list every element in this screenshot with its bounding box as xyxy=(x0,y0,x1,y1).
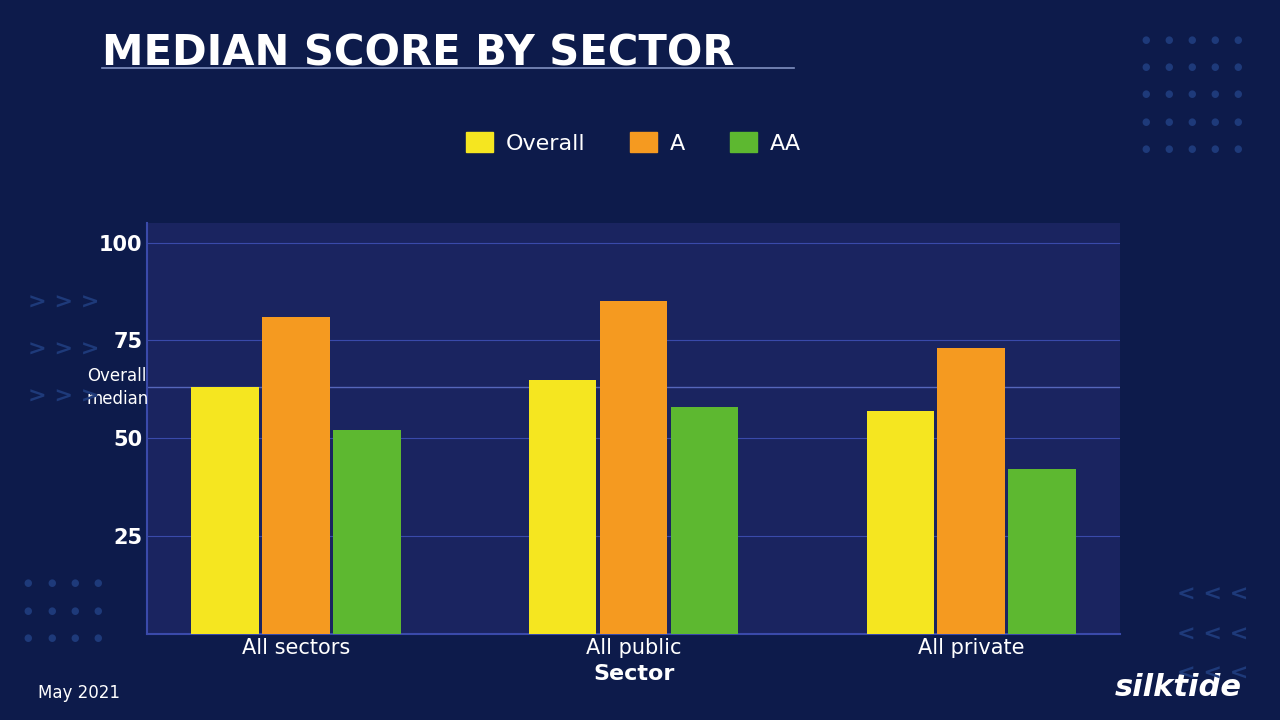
Text: ●: ● xyxy=(1188,89,1196,99)
Text: ●: ● xyxy=(1188,117,1196,127)
Bar xyxy=(529,379,596,634)
Text: ●: ● xyxy=(1165,144,1172,154)
Text: ●: ● xyxy=(47,633,55,643)
Text: ●: ● xyxy=(1211,35,1219,45)
Text: ●: ● xyxy=(1142,62,1149,72)
Text: ●: ● xyxy=(1234,89,1242,99)
X-axis label: Sector: Sector xyxy=(593,664,675,684)
Text: > > >: > > > xyxy=(28,339,100,359)
Bar xyxy=(600,302,667,634)
Text: ●: ● xyxy=(93,578,101,588)
Text: ●: ● xyxy=(1165,89,1172,99)
Text: ●: ● xyxy=(1165,62,1172,72)
Bar xyxy=(937,348,1005,634)
Legend: Overall, A, AA: Overall, A, AA xyxy=(457,124,810,163)
Text: < < <: < < < xyxy=(1176,584,1248,604)
Text: > > >: > > > xyxy=(28,386,100,406)
Text: MEDIAN SCORE BY SECTOR: MEDIAN SCORE BY SECTOR xyxy=(102,32,735,74)
Bar xyxy=(867,411,934,634)
Text: ●: ● xyxy=(70,578,78,588)
Bar xyxy=(192,387,259,634)
Text: ●: ● xyxy=(1188,144,1196,154)
Text: ●: ● xyxy=(1234,144,1242,154)
Text: ●: ● xyxy=(1188,35,1196,45)
Text: ●: ● xyxy=(1211,144,1219,154)
Text: ●: ● xyxy=(24,633,32,643)
Text: > > >: > > > xyxy=(28,292,100,312)
Text: ●: ● xyxy=(24,578,32,588)
Text: ●: ● xyxy=(1188,62,1196,72)
Text: ●: ● xyxy=(1165,117,1172,127)
Text: ●: ● xyxy=(1211,62,1219,72)
Text: ●: ● xyxy=(1211,89,1219,99)
Text: ●: ● xyxy=(1142,35,1149,45)
Text: ●: ● xyxy=(93,633,101,643)
Text: ●: ● xyxy=(1165,35,1172,45)
Text: ●: ● xyxy=(1234,35,1242,45)
Text: < < <: < < < xyxy=(1176,624,1248,644)
Text: silktide: silktide xyxy=(1115,673,1242,702)
Text: ●: ● xyxy=(1142,144,1149,154)
Bar xyxy=(262,317,330,634)
Text: May 2021: May 2021 xyxy=(38,684,120,702)
Bar xyxy=(671,407,739,634)
Text: Overall
median: Overall median xyxy=(87,366,148,408)
Text: ●: ● xyxy=(1234,117,1242,127)
Bar xyxy=(333,431,401,634)
Text: ●: ● xyxy=(93,606,101,616)
Text: < < <: < < < xyxy=(1176,663,1248,683)
Text: ●: ● xyxy=(70,633,78,643)
Text: ●: ● xyxy=(47,578,55,588)
Bar xyxy=(1009,469,1075,634)
Text: ●: ● xyxy=(1142,117,1149,127)
Text: ●: ● xyxy=(1142,89,1149,99)
Text: ●: ● xyxy=(24,606,32,616)
Text: ●: ● xyxy=(70,606,78,616)
Text: ●: ● xyxy=(47,606,55,616)
Text: ●: ● xyxy=(1211,117,1219,127)
Text: ●: ● xyxy=(1234,62,1242,72)
